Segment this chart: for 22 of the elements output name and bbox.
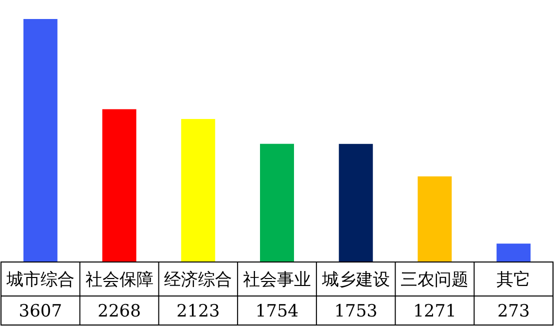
bar [260,144,294,262]
data-label: 1271 [413,302,456,322]
x-tick-label: 社会事业 [243,270,311,290]
bar [181,118,216,262]
x-tick-label: 城乡建设 [320,270,390,290]
x-tick-label: 城市综合 [5,270,74,290]
bar [23,19,58,262]
data-label: 2123 [176,302,220,322]
data-label: 3607 [18,302,62,322]
x-tick-label: 其它 [496,270,531,290]
bar [338,144,373,262]
data-label: 1754 [255,302,299,322]
table: 城市综合 社会保障 经济综合 社会事业 城乡建设 三农问题 其它 3607 2268 2123 1754 1753 1271 273 [0,262,554,326]
data-label: 2268 [98,302,141,322]
bar [418,176,452,262]
x-tick-label: 三农问题 [400,270,469,290]
data-label: 1753 [334,302,378,322]
data-label: 273 [497,302,530,322]
x-tick-label: 社会保障 [85,270,154,290]
bar [102,109,136,262]
x-tick-label: 经济综合 [164,270,232,290]
bar [496,244,531,262]
